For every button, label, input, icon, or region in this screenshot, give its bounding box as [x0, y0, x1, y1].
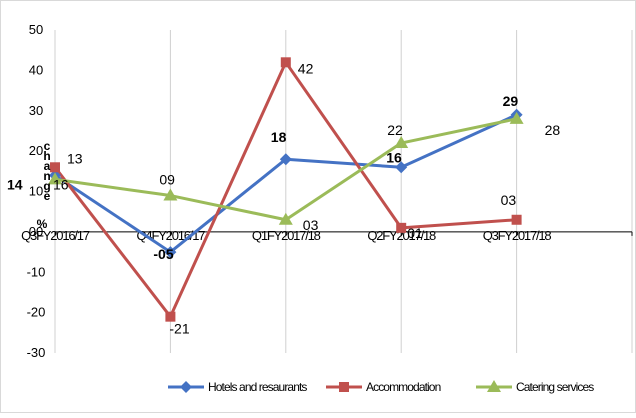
- y-tick-label: -30: [27, 345, 46, 360]
- data-point-diamond: [279, 153, 292, 166]
- data-point-triangle: [163, 188, 178, 201]
- data-point-square: [50, 162, 60, 173]
- data-label: 18: [271, 129, 287, 145]
- data-point-triangle: [48, 172, 62, 185]
- y-tick-label: 00: [29, 224, 43, 239]
- y-tick-label: -20: [27, 305, 46, 320]
- data-point-square: [511, 214, 522, 225]
- x-tick-label: Q3FY2016/17: [21, 228, 90, 243]
- data-label: 01: [407, 225, 423, 241]
- data-label: 22: [387, 122, 403, 138]
- data-point-triangle: [278, 212, 293, 225]
- legend-label: Catering services: [516, 380, 594, 394]
- data-point-square: [396, 222, 407, 233]
- y-axis-label-char: n: [43, 169, 50, 183]
- data-label: 14: [7, 176, 23, 192]
- data-point-diamond: [395, 161, 408, 174]
- y-axis-label-char: g: [43, 179, 50, 193]
- data-label: 28: [545, 122, 561, 138]
- legend: Hotels and resaurants Accommodation Cateri…: [168, 380, 595, 394]
- x-tick-label: Q2FY2017/18: [367, 228, 436, 243]
- x-tick-label: Q3FY2017/18: [483, 228, 552, 243]
- x-tick-label: Q1FY2017/18: [252, 228, 321, 243]
- data-label: 03: [501, 192, 517, 208]
- legend-label: Accommodation: [366, 380, 441, 394]
- data-label: 42: [298, 60, 314, 76]
- y-tick-label: 30: [29, 103, 43, 118]
- y-axis-label-char: c: [44, 139, 51, 153]
- legend-label: Hotels and resaurants: [208, 380, 307, 394]
- data-point-square: [280, 57, 291, 68]
- y-tick-label: 10: [29, 184, 43, 199]
- data-label: 13: [67, 150, 83, 166]
- data-label: 09: [159, 172, 175, 188]
- data-point-diamond: [164, 246, 177, 259]
- gridlines: [54, 30, 633, 353]
- legend-marker-square: [339, 382, 349, 392]
- y-axis-label-char: h: [43, 149, 50, 163]
- data-label: 03: [303, 217, 319, 233]
- data-point-triangle: [394, 136, 409, 149]
- data-label: 29: [503, 93, 519, 109]
- data-label: -05: [153, 246, 173, 262]
- x-axis-ticks: Q3FY2016/17 Q4FY2016/17 Q1FY2017/18 Q2FY201…: [21, 228, 633, 243]
- y-axis-label-char: a: [44, 159, 51, 173]
- x-tick-label: Q4FY2016/17: [137, 228, 206, 243]
- legend-marker-diamond: [180, 381, 192, 393]
- data-labels: 14 -05 18 16 29 13 -21 42 01 03 16 09 03 22 28: [7, 60, 560, 336]
- data-label: 16: [53, 176, 69, 192]
- data-point-triangle: [509, 111, 524, 124]
- data-label: 16: [386, 149, 402, 165]
- series-markers: [48, 57, 524, 322]
- y-axis-label-char: %: [37, 217, 48, 231]
- y-tick-label: -10: [27, 264, 46, 279]
- data-label: -21: [169, 321, 189, 337]
- y-tick-label: 50: [29, 22, 43, 37]
- data-point-square: [165, 311, 176, 322]
- legend-marker-triangle: [487, 380, 501, 392]
- y-tick-label: 40: [29, 62, 43, 77]
- y-axis-ticks: 50 40 30 20 10 00 -10 -20 -30: [27, 22, 46, 360]
- y-axis-label-char: e: [44, 189, 51, 203]
- y-tick-label: 20: [29, 143, 43, 158]
